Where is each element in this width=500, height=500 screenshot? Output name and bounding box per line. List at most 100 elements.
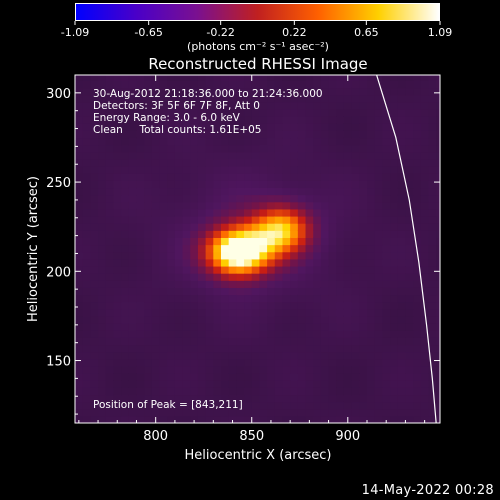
heatmap-cell xyxy=(182,187,191,196)
heatmap-cell xyxy=(343,337,353,346)
heatmap-cell xyxy=(182,273,191,281)
heatmap-cell xyxy=(274,408,284,417)
heatmap-cell xyxy=(221,180,230,189)
heatmap-cell xyxy=(221,151,230,160)
heatmap-cell xyxy=(90,158,99,167)
heatmap-cell xyxy=(313,116,322,124)
heatmap-cell xyxy=(197,330,207,338)
heatmap-cell xyxy=(313,187,322,196)
heatmap-cell xyxy=(351,380,360,388)
heatmap-cell xyxy=(159,144,168,153)
heatmap-cell xyxy=(190,173,199,181)
heatmap-cell xyxy=(236,258,245,267)
heatmap-cell xyxy=(267,294,276,303)
heatmap-cell xyxy=(382,237,391,246)
heatmap-cell xyxy=(159,80,168,89)
heatmap-cell xyxy=(267,130,276,139)
heatmap-cell xyxy=(274,244,284,253)
heatmap-cell xyxy=(359,194,368,203)
heatmap-cell xyxy=(251,123,261,131)
heatmap-cell xyxy=(121,180,130,189)
heatmap-cell xyxy=(428,337,437,346)
heatmap-cell xyxy=(259,94,268,103)
heatmap-cell xyxy=(90,87,99,96)
heatmap-cell xyxy=(328,223,337,231)
heatmap-cell xyxy=(90,151,99,160)
heatmap-cell xyxy=(297,194,307,203)
heatmap-cell xyxy=(197,344,207,353)
heatmap-cell xyxy=(182,308,191,317)
heatmap-cell xyxy=(382,87,391,96)
heatmap-cell xyxy=(144,351,153,360)
heatmap-cell xyxy=(136,230,145,238)
heatmap-cell xyxy=(213,80,222,89)
heatmap-cell xyxy=(282,401,291,410)
annotation-energy-range: Energy Range: 3.0 - 6.0 keV xyxy=(93,112,241,124)
heatmap-cell xyxy=(128,330,138,338)
heatmap-cell xyxy=(428,258,437,267)
heatmap-cell xyxy=(397,287,407,296)
heatmap-cell xyxy=(343,116,353,124)
heatmap-cell xyxy=(128,123,138,131)
heatmap-cell xyxy=(121,87,130,96)
heatmap-cell xyxy=(221,215,230,224)
heatmap-cell xyxy=(105,130,115,139)
heatmap-cell xyxy=(82,194,91,203)
heatmap-cell xyxy=(267,301,276,310)
heatmap-cell xyxy=(136,151,145,160)
heatmap-cell xyxy=(297,94,307,103)
heatmap-cell xyxy=(167,215,176,224)
heatmap-cell xyxy=(405,408,414,417)
heatmap-cell xyxy=(251,194,261,203)
heatmap-cell xyxy=(390,323,399,331)
heatmap-cell xyxy=(98,315,107,324)
heatmap-cell xyxy=(128,244,138,253)
heatmap-cell xyxy=(136,265,145,274)
heatmap-cell xyxy=(228,230,237,238)
heatmap-cell xyxy=(436,287,440,296)
heatmap-cell xyxy=(190,144,199,153)
heatmap-cell xyxy=(236,230,245,238)
heatmap-cell xyxy=(267,208,276,217)
heatmap-cell xyxy=(382,415,391,423)
heatmap-cell xyxy=(274,251,284,260)
heatmap-cell xyxy=(228,344,237,353)
heatmap-cell xyxy=(113,323,122,331)
heatmap-cell xyxy=(151,365,161,374)
heatmap-cell xyxy=(82,358,91,367)
heatmap-cell xyxy=(313,180,322,189)
heatmap-cell xyxy=(259,337,268,346)
heatmap-cell xyxy=(244,137,253,146)
heatmap-cell xyxy=(328,187,337,196)
heatmap-cell xyxy=(351,308,360,317)
heatmap-cell xyxy=(98,237,107,246)
heatmap-cell xyxy=(374,180,383,189)
heatmap-cell xyxy=(259,201,268,210)
heatmap-cell xyxy=(267,415,276,423)
heatmap-cell xyxy=(397,230,407,238)
heatmap-cell xyxy=(382,180,391,189)
heatmap-cell xyxy=(336,308,345,317)
heatmap-cell xyxy=(98,215,107,224)
heatmap-cell xyxy=(290,130,299,139)
heatmap-cell xyxy=(259,123,268,131)
heatmap-cell xyxy=(382,144,391,153)
heatmap-cell xyxy=(397,123,407,131)
heatmap-cell xyxy=(144,94,153,103)
heatmap-cell xyxy=(167,315,176,324)
heatmap-cell xyxy=(428,123,437,131)
heatmap-cell xyxy=(136,180,145,189)
heatmap-cell xyxy=(297,244,307,253)
heatmap-cell xyxy=(75,344,84,353)
heatmap-cell xyxy=(282,358,291,367)
heatmap-cell xyxy=(428,87,437,96)
heatmap-cell xyxy=(128,315,138,324)
heatmap-cell xyxy=(190,208,199,217)
heatmap-cell xyxy=(105,144,115,153)
heatmap-cell xyxy=(282,87,291,96)
heatmap-cell xyxy=(136,75,145,81)
heatmap-cell xyxy=(197,294,207,303)
heatmap-cell xyxy=(436,144,440,153)
heatmap-cell xyxy=(182,387,191,396)
heatmap-cell xyxy=(136,337,145,346)
